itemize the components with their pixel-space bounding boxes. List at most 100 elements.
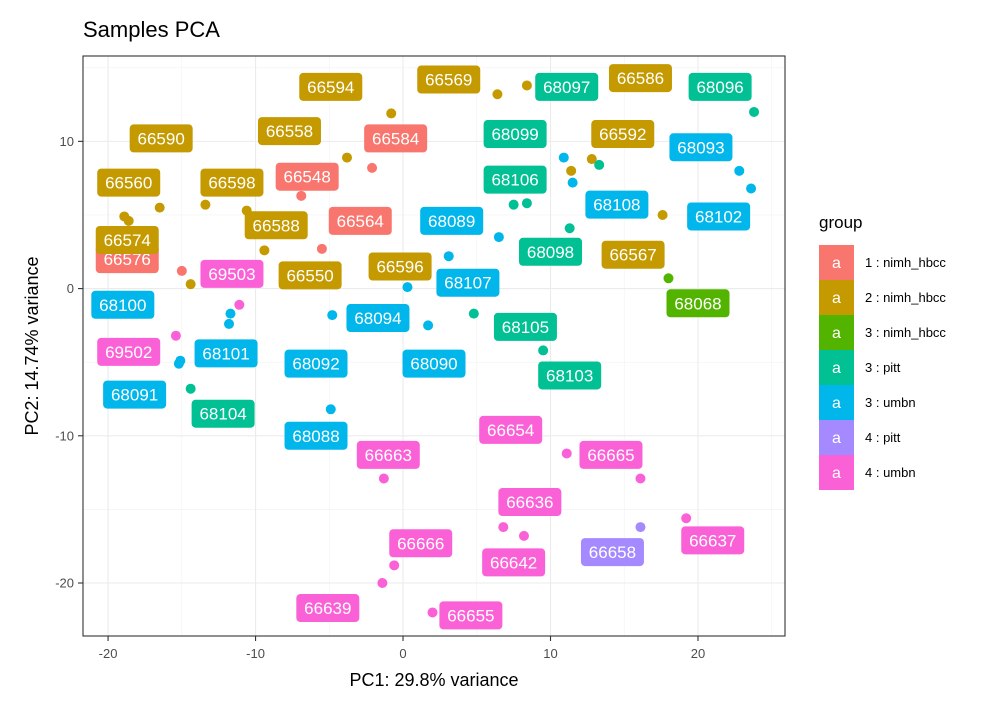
data-point	[681, 513, 692, 524]
data-label-box	[244, 211, 308, 240]
data-label-text: 66548	[284, 168, 331, 187]
x-axis-ticks: -20 -10 0 10 20	[99, 636, 705, 661]
data-label-text: 66592	[599, 125, 646, 144]
data-label-box	[538, 361, 602, 390]
legend-label: 2 : nimh_hbcc	[865, 290, 946, 305]
data-label-box	[346, 304, 410, 333]
legend-item: a 3 : nimh_hbcc	[819, 315, 946, 350]
legend-key	[819, 245, 854, 280]
data-point	[734, 165, 745, 176]
data-point	[657, 209, 668, 220]
data-label-box	[97, 168, 161, 197]
data-point	[341, 152, 352, 163]
legend-label: 4 : umbn	[865, 465, 916, 480]
data-label: 66574	[95, 226, 159, 255]
data-label-text: 66564	[337, 212, 384, 231]
data-label-box	[498, 488, 562, 517]
data-point	[402, 282, 413, 293]
data-point	[316, 243, 327, 254]
data-point	[594, 159, 605, 170]
data-label: 66567	[601, 240, 665, 269]
legend-key	[819, 455, 854, 490]
y-tick-label: -10	[55, 428, 74, 443]
legend-key	[819, 350, 854, 385]
y-tick-label: -20	[55, 576, 74, 591]
y-tick-label: 10	[60, 134, 74, 149]
data-label-text: 68105	[502, 318, 549, 337]
data-point	[749, 106, 760, 117]
y-axis-ticks: -20 -10 0 10	[55, 134, 83, 591]
data-label-text: 66588	[253, 216, 300, 235]
data-label-text: 68097	[543, 78, 590, 97]
data-point	[173, 358, 184, 369]
data-label-text: 66655	[447, 606, 494, 625]
data-label-box	[95, 226, 159, 255]
data-label-text: 66663	[365, 446, 412, 465]
data-point	[443, 251, 454, 262]
data-label: 66642	[482, 548, 546, 577]
data-label: 68068	[666, 289, 730, 318]
data-point	[567, 177, 578, 188]
data-label-text: 66567	[609, 246, 656, 265]
data-label: 68091	[103, 380, 167, 409]
data-label-box	[194, 339, 258, 368]
legend-title: group	[819, 213, 862, 232]
data-label: 66665	[579, 440, 643, 469]
data-label-text: 68091	[111, 386, 158, 405]
data-point	[259, 245, 270, 256]
data-label-text: 66658	[589, 543, 636, 562]
data-label: 66550	[278, 261, 342, 290]
data-label: 66548	[275, 162, 339, 191]
data-label-box	[608, 64, 672, 93]
data-point	[386, 108, 397, 119]
data-point	[427, 607, 438, 618]
data-label-box	[91, 290, 155, 319]
data-label-text: 68101	[202, 344, 249, 363]
data-label-text: 68093	[677, 138, 724, 157]
data-label-text: 66558	[266, 122, 313, 141]
x-tick-label: 0	[399, 646, 406, 661]
y-tick-label: 0	[67, 281, 74, 296]
data-label: 68100	[91, 290, 155, 319]
data-label: 66639	[296, 594, 360, 623]
data-label: 66594	[299, 72, 363, 101]
legend-key-glyph: a	[832, 325, 841, 342]
data-label-box	[519, 237, 583, 266]
data-label: 68098	[519, 237, 583, 266]
data-label-text: 69503	[208, 265, 255, 284]
legend-item: a 4 : pitt	[819, 420, 901, 455]
data-point	[224, 318, 235, 329]
data-label-box	[483, 120, 547, 149]
x-tick-label: -10	[246, 646, 265, 661]
data-label: 68107	[436, 268, 500, 297]
data-label: 68108	[585, 190, 649, 219]
data-label-box	[479, 415, 543, 444]
data-point	[423, 320, 434, 331]
data-label-box	[579, 440, 643, 469]
data-label-text: 68100	[99, 296, 146, 315]
data-label: 69503	[200, 259, 264, 288]
data-label: 66569	[417, 65, 481, 94]
data-label-box	[328, 206, 392, 235]
data-label-box	[535, 72, 599, 101]
data-point	[200, 199, 211, 210]
data-point	[635, 522, 646, 533]
legend-key-glyph: a	[832, 255, 841, 272]
data-point	[521, 198, 532, 209]
data-label-text: 68094	[354, 309, 401, 328]
data-label: 66560	[97, 168, 161, 197]
data-point	[176, 265, 187, 276]
data-point	[325, 404, 336, 415]
x-axis-title: PC1: 29.8% variance	[349, 670, 518, 690]
data-point	[468, 308, 479, 319]
data-point	[492, 89, 503, 100]
data-label-box	[284, 421, 348, 450]
legend-key-glyph: a	[832, 430, 841, 447]
data-point	[566, 165, 577, 176]
data-label-box	[688, 72, 752, 101]
data-label-text: 69502	[105, 343, 152, 362]
data-label: 68102	[687, 202, 751, 231]
data-label: 68094	[346, 304, 410, 333]
data-label: 66636	[498, 488, 562, 517]
